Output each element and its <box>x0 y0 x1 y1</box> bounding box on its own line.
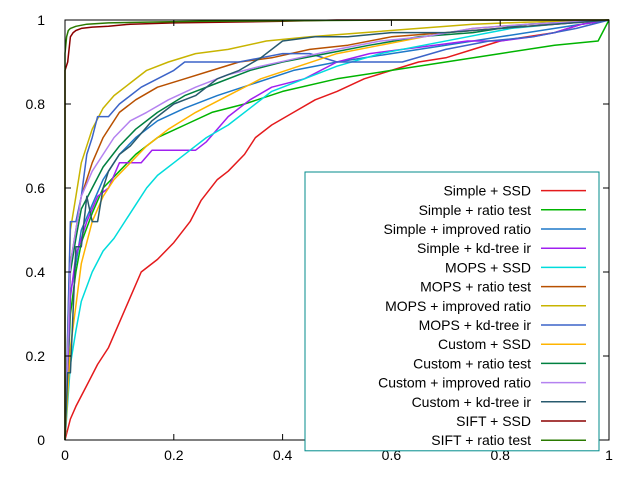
x-tick-label: 0.2 <box>164 447 184 463</box>
legend: Simple + SSD Simple + ratio test Simple + … <box>304 171 600 452</box>
series-line-7 <box>64 19 610 441</box>
series-line-0 <box>64 19 610 441</box>
y-tick-label: 0.4 <box>26 264 46 280</box>
legend-label: Custom + improved ratio <box>378 375 531 391</box>
series-line-3 <box>64 19 610 441</box>
x-tick-label: 0.4 <box>273 447 293 463</box>
legend-label: SIFT + ratio test <box>431 432 531 448</box>
y-tick-label: 0.2 <box>26 348 46 364</box>
y-tick-label: 0 <box>37 432 45 448</box>
legend-label: Simple + improved ratio <box>384 221 532 237</box>
series-line-1 <box>64 19 610 441</box>
legend-label: MOPS + ratio test <box>420 279 531 295</box>
series-line-4 <box>64 19 610 441</box>
series-line-6 <box>64 19 610 441</box>
x-tick-label: 1 <box>605 447 613 463</box>
legend-label: Simple + SSD <box>443 183 531 199</box>
legend-label: MOPS + SSD <box>445 259 531 275</box>
legend-label: Custom + ratio test <box>413 355 531 371</box>
series-line-2 <box>64 19 610 441</box>
series-line-10 <box>64 19 610 441</box>
legend-label: SIFT + SSD <box>456 413 531 429</box>
legend-box <box>304 171 600 452</box>
y-tick-label: 0.6 <box>26 180 46 196</box>
x-tick-label: 0 <box>61 447 69 463</box>
y-tick-label: 1 <box>37 12 45 28</box>
legend-label: MOPS + improved ratio <box>385 298 531 314</box>
series-line-11 <box>64 19 610 441</box>
legend-label: Simple + ratio test <box>419 202 532 218</box>
legend-label: Custom + kd-tree ir <box>412 394 532 410</box>
legend-label: MOPS + kd-tree ir <box>419 317 532 333</box>
y-tick-label: 0.8 <box>26 96 46 112</box>
tick-layer: 0 0.2 0.4 0.6 0.8 100.20.40.60.81 <box>26 12 614 463</box>
legend-label: Custom + SSD <box>438 336 531 352</box>
legend-label: Simple + kd-tree ir <box>417 240 531 256</box>
